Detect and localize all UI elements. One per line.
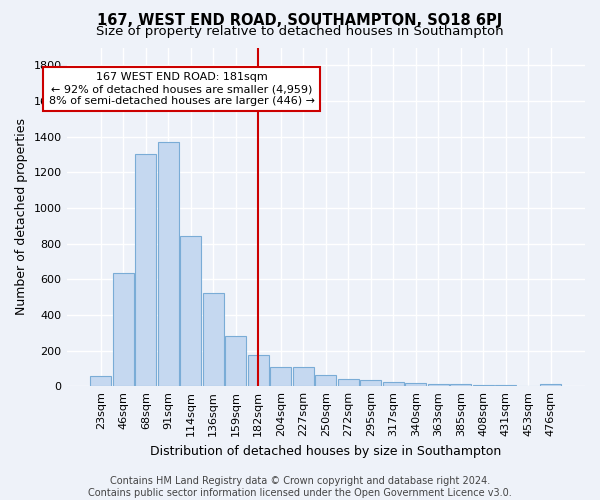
Bar: [473, 385, 494, 386]
Bar: [113, 273, 134, 386]
Bar: [248, 355, 269, 386]
Bar: [158, 142, 179, 386]
Bar: [338, 379, 359, 386]
Bar: [540, 384, 562, 386]
Bar: [383, 382, 404, 386]
Text: 167 WEST END ROAD: 181sqm
← 92% of detached houses are smaller (4,959)
8% of sem: 167 WEST END ROAD: 181sqm ← 92% of detac…: [49, 72, 315, 106]
Y-axis label: Number of detached properties: Number of detached properties: [15, 118, 28, 316]
Bar: [90, 376, 112, 386]
Bar: [450, 384, 472, 386]
Bar: [225, 336, 247, 386]
Bar: [428, 384, 449, 386]
Bar: [360, 380, 382, 386]
X-axis label: Distribution of detached houses by size in Southampton: Distribution of detached houses by size …: [150, 444, 502, 458]
Bar: [270, 368, 292, 386]
Text: 167, WEST END ROAD, SOUTHAMPTON, SO18 6PJ: 167, WEST END ROAD, SOUTHAMPTON, SO18 6P…: [97, 12, 503, 28]
Bar: [203, 294, 224, 386]
Bar: [293, 368, 314, 386]
Text: Size of property relative to detached houses in Southampton: Size of property relative to detached ho…: [96, 25, 504, 38]
Bar: [405, 382, 427, 386]
Text: Contains HM Land Registry data © Crown copyright and database right 2024.
Contai: Contains HM Land Registry data © Crown c…: [88, 476, 512, 498]
Bar: [315, 374, 337, 386]
Bar: [135, 154, 157, 386]
Bar: [180, 236, 202, 386]
